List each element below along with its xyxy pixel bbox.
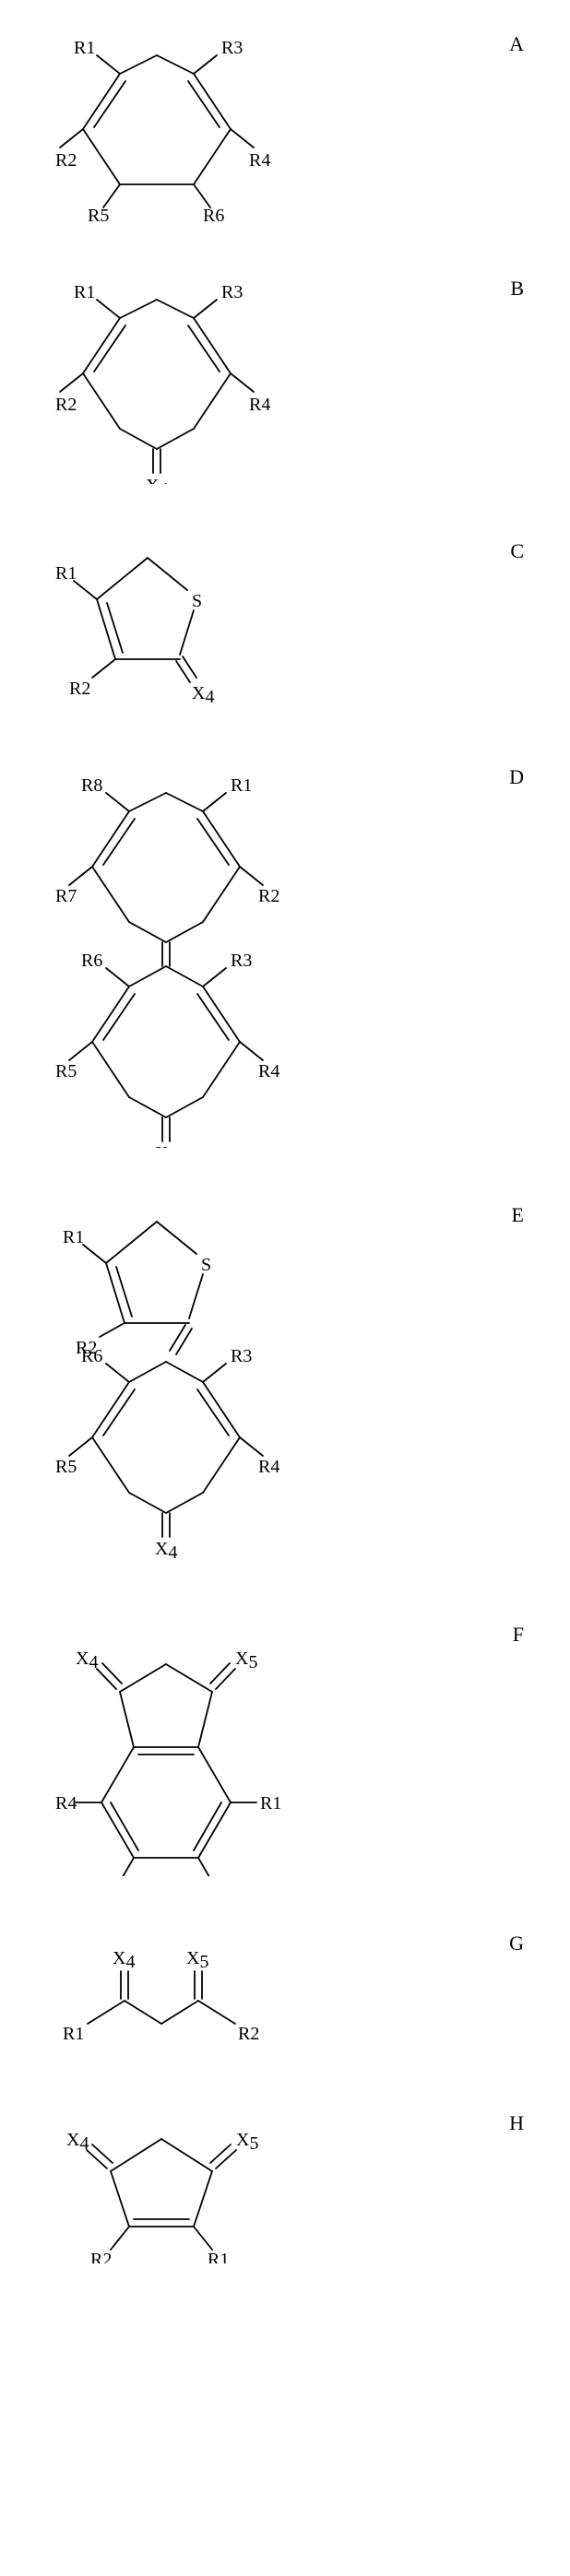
structure-row-h: X4 X5 R2 R1 H: [18, 2107, 552, 2268]
sub-x4: X4: [76, 1648, 98, 1672]
sub-x5: X5: [236, 2130, 258, 2154]
sub-r1: R1: [63, 2024, 84, 2044]
sub-r3: R3: [231, 951, 252, 971]
sub-x4: X4: [192, 683, 214, 707]
label-b: B: [510, 272, 552, 301]
sub-r6: R6: [203, 206, 224, 221]
label-f: F: [513, 1618, 552, 1647]
label-g: G: [509, 1927, 552, 1956]
sub-r5: R5: [55, 1061, 77, 1081]
sub-r5: R5: [88, 206, 109, 221]
label-e: E: [512, 1199, 552, 1227]
atom-s: S: [192, 591, 202, 611]
structure-b: R1 R3 R2 R4 X4: [55, 272, 277, 489]
sub-r2: R2: [238, 2024, 259, 2044]
structure-e: S R1 R2 R6 R3 R5 R4 X4: [55, 1199, 295, 1572]
structure-row-e: S R1 R2 R6 R3 R5 R4 X4 E: [18, 1199, 552, 1572]
sub-x4: X4: [146, 476, 168, 484]
structure-row-g: R1 R2 X4 X5 G: [18, 1927, 552, 2061]
structure-d: R8 R1 R7 R2 R6 R3 R5 R4 X4: [55, 761, 295, 1152]
sub-r4: R4: [258, 1061, 279, 1081]
structure-row-f: X4 X5 R4 R1 R3 R2 F: [18, 1618, 552, 1881]
sub-r2: R2: [258, 886, 279, 906]
sub-r2: R2: [55, 395, 77, 415]
sub-r1: R1: [260, 1793, 281, 1814]
sub-r3: R3: [221, 38, 243, 58]
sub-x4: X4: [66, 2130, 89, 2154]
sub-r1: R1: [74, 38, 95, 58]
sub-r1: R1: [74, 282, 95, 302]
sub-r2: R2: [55, 150, 77, 171]
sub-r4: R4: [258, 1457, 279, 1477]
sub-r6: R6: [81, 951, 102, 971]
label-d: D: [509, 761, 552, 789]
sub-x5: X5: [235, 1648, 257, 1672]
label-h: H: [509, 2107, 552, 2135]
sub-r1: R1: [208, 2250, 229, 2263]
sub-r5: R5: [55, 1457, 77, 1477]
structure-row-c: S R1 R2 X4 C: [18, 535, 552, 715]
atom-s: S: [201, 1255, 211, 1275]
sub-r4: R4: [249, 395, 270, 415]
structure-a: R1 R3 R2 R4 R5 R6: [55, 28, 277, 226]
sub-r7: R7: [55, 886, 77, 906]
sub-r4: R4: [55, 1793, 77, 1814]
sub-r4: R4: [249, 150, 270, 171]
structure-h: X4 X5 R2 R1: [55, 2107, 277, 2268]
sub-x4: X4: [155, 1539, 177, 1563]
sub-r3: R3: [231, 1346, 252, 1366]
sub-r2: R2: [69, 679, 90, 699]
sub-r2: R2: [90, 2250, 112, 2263]
structure-c: S R1 R2 X4: [55, 535, 249, 715]
label-a: A: [509, 28, 552, 56]
structure-f: X4 X5 R4 R1 R3 R2: [55, 1618, 295, 1881]
sub-r1: R1: [231, 775, 252, 796]
structure-row-d: R8 R1 R7 R2 R6 R3 R5 R4 X4 D: [18, 761, 552, 1152]
sub-r6: R6: [81, 1346, 102, 1366]
structure-row-b: R1 R3 R2 R4 X4 B: [18, 272, 552, 489]
sub-x4: X4: [155, 1143, 177, 1148]
sub-r1: R1: [55, 563, 77, 584]
sub-x4: X4: [113, 1948, 135, 1972]
sub-x5: X5: [186, 1948, 208, 1972]
structure-row-a: R1 R3 R2 R4 R5 R6 A: [18, 28, 552, 226]
structure-g: R1 R2 X4 X5: [55, 1927, 277, 2061]
sub-r8: R8: [81, 775, 102, 796]
label-c: C: [510, 535, 552, 563]
sub-r3: R3: [221, 282, 243, 302]
sub-r1: R1: [63, 1227, 84, 1247]
